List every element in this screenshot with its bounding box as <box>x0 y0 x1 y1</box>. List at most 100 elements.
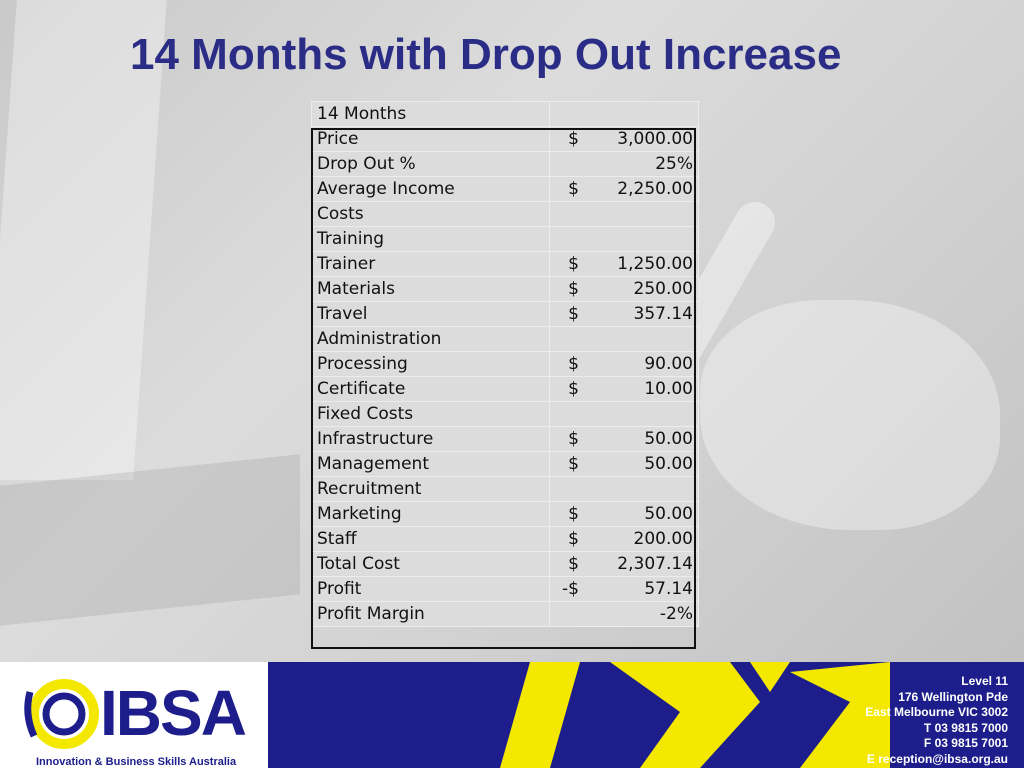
row-label: Recruitment <box>311 476 550 502</box>
ibsa-logo-icon <box>24 679 99 749</box>
row-amount: -2% <box>659 604 693 624</box>
row-label: Trainer <box>311 251 550 277</box>
row-currency: $ <box>568 254 579 274</box>
row-value <box>549 326 699 352</box>
row-label: Travel <box>311 301 550 327</box>
row-currency: $ <box>568 429 579 449</box>
row-value: $2,307.14 <box>549 551 699 577</box>
contact-address: Level 11 176 Wellington Pde East Melbourne… <box>865 674 1008 767</box>
table-row: Recruitment <box>311 476 699 502</box>
table-row: Materials $250.00 <box>311 276 699 302</box>
row-label: Training <box>311 226 550 252</box>
address-line: 176 Wellington Pde <box>898 689 1008 704</box>
row-label: Processing <box>311 351 550 377</box>
row-value: $90.00 <box>549 351 699 377</box>
table-header-value <box>549 101 699 127</box>
row-amount: 25% <box>655 154 693 174</box>
row-value: -$ 57.14 <box>549 576 699 602</box>
logo-area: IBSA Innovation & Business Skills Austra… <box>0 662 268 768</box>
row-label: Average Income <box>311 176 550 202</box>
row-label: Profit <box>311 576 550 602</box>
table-row: Infrastructure $50.00 <box>311 426 699 452</box>
row-value: -2% <box>549 601 699 627</box>
row-amount: 3,000.00 <box>617 129 693 149</box>
row-label: Fixed Costs <box>311 401 550 427</box>
table-row: Costs <box>311 201 699 227</box>
row-value: $50.00 <box>549 451 699 477</box>
row-amount: 2,250.00 <box>617 179 693 199</box>
table-row: Price $3,000.00 <box>311 126 699 152</box>
row-label: Staff <box>311 526 550 552</box>
row-label: Marketing <box>311 501 550 527</box>
table-row: Fixed Costs <box>311 401 699 427</box>
row-value: $50.00 <box>549 426 699 452</box>
address-line: T 03 9815 7000 <box>923 720 1008 735</box>
table-row: Marketing $50.00 <box>311 501 699 527</box>
background-keyboard <box>0 454 300 626</box>
row-value: 25% <box>549 151 699 177</box>
row-amount: 50.00 <box>644 429 693 449</box>
row-value <box>549 476 699 502</box>
row-value: $10.00 <box>549 376 699 402</box>
row-value <box>549 226 699 252</box>
row-amount: 10.00 <box>644 379 693 399</box>
table-row: Total Cost $2,307.14 <box>311 551 699 577</box>
slide-title: 14 Months with Drop Out Increase <box>130 30 842 79</box>
row-label: Drop Out % <box>311 151 550 177</box>
table-row: Profit -$ 57.14 <box>311 576 699 602</box>
row-value: $1,250.00 <box>549 251 699 277</box>
row-label: Price <box>311 126 550 152</box>
row-value: $250.00 <box>549 276 699 302</box>
row-amount: 250.00 <box>633 279 693 299</box>
address-line: E reception@ibsa.org.au <box>866 751 1008 766</box>
table-header-label: 14 Months <box>311 101 550 127</box>
table-row: Processing $90.00 <box>311 351 699 377</box>
row-amount: 50.00 <box>644 454 693 474</box>
footer-banner: IBSA Innovation & Business Skills Austra… <box>0 662 1024 768</box>
row-amount: 90.00 <box>644 354 693 374</box>
yellow-decoration <box>500 662 890 768</box>
table-row: Certificate $10.00 <box>311 376 699 402</box>
background-hand <box>700 300 1000 530</box>
table-row: Profit Margin -2% <box>311 601 699 627</box>
row-currency: $ <box>568 354 579 374</box>
row-label: Administration <box>311 326 550 352</box>
row-value: $200.00 <box>549 526 699 552</box>
table-row: Trainer $1,250.00 <box>311 251 699 277</box>
row-amount: 57.14 <box>644 579 693 599</box>
table-row: Administration <box>311 326 699 352</box>
table-header-row: 14 Months <box>311 101 699 127</box>
logo-text: IBSA <box>100 677 247 749</box>
table-row: Average Income $2,250.00 <box>311 176 699 202</box>
row-currency: $ <box>568 304 579 324</box>
row-amount: 1,250.00 <box>617 254 693 274</box>
row-value: $357.14 <box>549 301 699 327</box>
row-value <box>549 401 699 427</box>
row-label: Costs <box>311 201 550 227</box>
row-currency: $ <box>568 504 579 524</box>
row-value: $2,250.00 <box>549 176 699 202</box>
row-amount: 200.00 <box>633 529 693 549</box>
row-label: Total Cost <box>311 551 550 577</box>
table-row: Training <box>311 226 699 252</box>
row-label: Infrastructure <box>311 426 550 452</box>
logo-subtitle: Innovation & Business Skills Australia <box>36 756 237 768</box>
address-line: F 03 9815 7001 <box>923 736 1008 750</box>
row-label: Certificate <box>311 376 550 402</box>
row-label: Management <box>311 451 550 477</box>
row-currency: $ <box>568 454 579 474</box>
table-row: Travel $357.14 <box>311 301 699 327</box>
address-line: Level 11 <box>961 674 1008 688</box>
row-value <box>549 201 699 227</box>
row-amount: 2,307.14 <box>617 554 693 574</box>
row-currency: $ <box>568 179 579 199</box>
financial-table: 14 Months Price $3,000.00 Drop Out % 25% Ave… <box>311 101 699 627</box>
table-row: Drop Out % 25% <box>311 151 699 177</box>
row-currency: $ <box>568 554 579 574</box>
row-currency: $ <box>568 129 579 149</box>
row-value: $3,000.00 <box>549 126 699 152</box>
row-label: Materials <box>311 276 550 302</box>
row-label: Profit Margin <box>311 601 550 627</box>
row-amount: 50.00 <box>644 504 693 524</box>
table-row: Management $50.00 <box>311 451 699 477</box>
